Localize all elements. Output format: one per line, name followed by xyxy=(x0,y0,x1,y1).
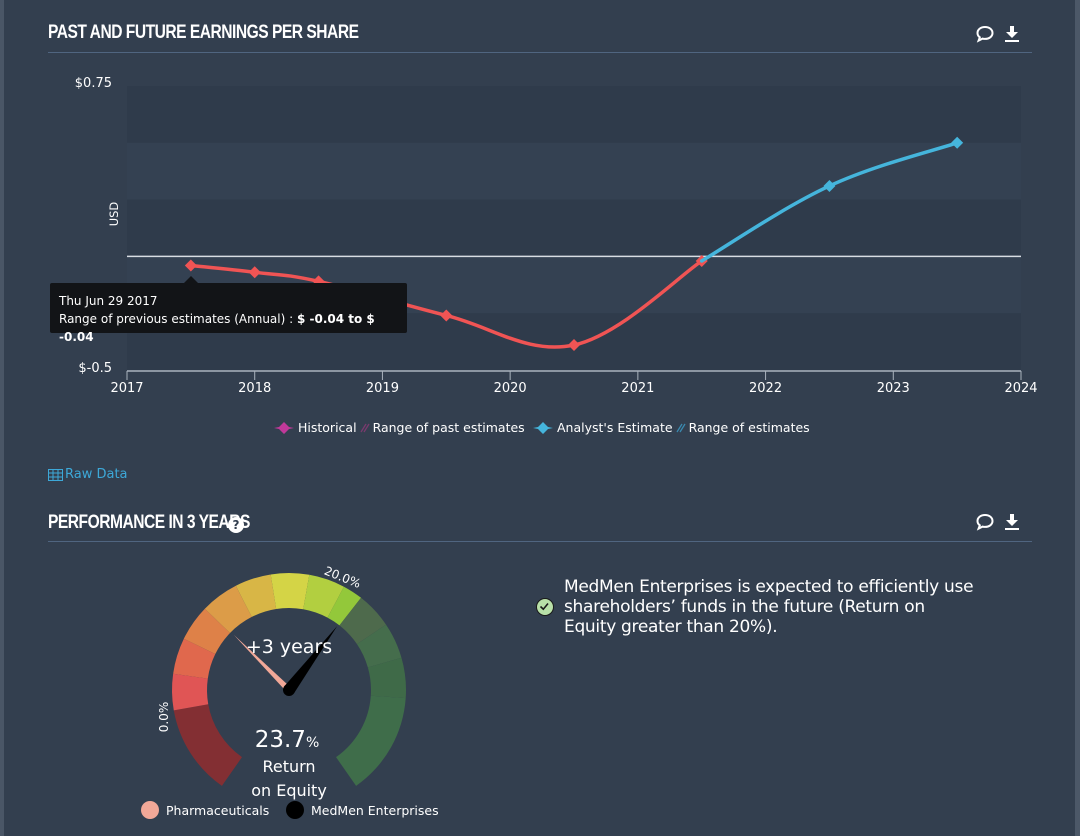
legend-range-past[interactable]: Range of past estimates xyxy=(372,420,525,435)
grid-band xyxy=(127,142,1021,200)
grid-band xyxy=(127,86,1021,143)
y-tick-label-top: $0.75 xyxy=(75,76,112,91)
gauge-segment xyxy=(303,574,344,618)
raw-data-label: Raw Data xyxy=(65,467,128,482)
past-range-hatch-icon xyxy=(360,423,370,433)
tooltip-caret xyxy=(184,276,198,283)
gauge-segment xyxy=(336,695,406,786)
gauge-segment xyxy=(183,608,231,655)
analyst-legend-icon xyxy=(533,421,553,434)
performance-section-title: PERFORMANCE IN 3 YEARS xyxy=(48,512,250,533)
tooltip-date: Thu Jun 29 2017 xyxy=(59,294,158,308)
raw-data-link[interactable]: Raw Data xyxy=(48,467,128,482)
gauge-metric-line2: on Equity xyxy=(251,781,327,800)
help-icon[interactable]: ? xyxy=(228,517,244,533)
tooltip-range: Range of previous estimates (Annual) : $… xyxy=(59,310,398,346)
gauge-tick-low: 0.0% xyxy=(157,702,171,733)
grid-band xyxy=(127,199,1021,257)
eps-section-title: PAST AND FUTURE EARNINGS PER SHARE xyxy=(48,22,359,43)
legend-range-estimates[interactable]: Range of estimates xyxy=(688,420,810,435)
check-icon xyxy=(536,598,554,616)
eps-chart: $0.75 $-0.5 USD 2017 2018 2019 2020 2021 2022 202… xyxy=(75,76,1038,396)
download-icon[interactable] xyxy=(1002,24,1022,44)
gauge-value-number: 23.7 xyxy=(255,727,306,753)
y-tick-label-bottom: $-0.5 xyxy=(78,361,112,376)
legend-future: Analyst's Estimate Range of estimates xyxy=(533,420,810,435)
company-needle xyxy=(284,626,338,694)
gauge-segment xyxy=(172,673,209,711)
industry-needle xyxy=(233,634,292,693)
series-analyst-estimate xyxy=(699,136,964,263)
y-axis-label: USD xyxy=(107,202,121,227)
gauge-value: 23.7% xyxy=(255,727,320,753)
tooltip-value: $ -0.04 to $ -0.04 xyxy=(59,312,375,344)
tooltip-label: Range of previous estimates (Annual) : xyxy=(59,312,294,326)
comment-icon[interactable] xyxy=(975,24,995,44)
data-point xyxy=(440,309,453,322)
gauge-segment xyxy=(270,573,310,610)
gauge-center-label: +3 years xyxy=(246,636,332,658)
gauge-segment xyxy=(173,638,216,679)
download-icon[interactable] xyxy=(1002,512,1022,532)
legend-analyst-estimate[interactable]: Analyst's Estimate xyxy=(557,420,673,435)
performance-section-divider xyxy=(48,541,1032,542)
data-point xyxy=(184,259,197,272)
x-tick-label: 2017 xyxy=(110,381,143,396)
left-edge xyxy=(0,0,4,836)
legend-historical[interactable]: Historical xyxy=(298,420,357,435)
x-tick-label: 2018 xyxy=(238,381,271,396)
x-tick-label: 2019 xyxy=(366,381,399,396)
data-point xyxy=(823,179,836,192)
gauge-segment xyxy=(235,574,277,617)
gauge-segment xyxy=(173,704,242,786)
industry-dot-icon xyxy=(141,801,159,819)
legend-past: Historical Range of past estimates xyxy=(274,420,525,435)
legend-medmen: MedMen Enterprises xyxy=(311,802,439,818)
comment-icon[interactable] xyxy=(975,512,995,532)
data-point xyxy=(568,339,580,352)
gauge-segment xyxy=(339,597,386,645)
gauge-legend-company: MedMen Enterprises xyxy=(286,801,439,819)
gauge-metric-line1: Return xyxy=(262,757,315,776)
data-point xyxy=(248,266,261,279)
eps-section-divider xyxy=(48,52,1032,53)
data-point xyxy=(951,136,964,149)
x-tick-label: 2020 xyxy=(494,381,527,396)
chart-tooltip: Thu Jun 29 2017 Range of previous estima… xyxy=(50,283,407,344)
gauge-value-unit: % xyxy=(306,735,319,751)
historical-legend-icon xyxy=(274,421,294,434)
x-tick-label: 2023 xyxy=(877,381,910,396)
x-tick-label: 2024 xyxy=(1004,381,1037,396)
scrollbar[interactable] xyxy=(1075,0,1080,836)
gauge-segment xyxy=(204,585,252,634)
legend-pharmaceuticals: Pharmaceuticals xyxy=(166,802,270,818)
gauge-segment xyxy=(327,586,362,626)
range-hatch-icon xyxy=(676,423,686,433)
gauge-segment xyxy=(367,657,406,699)
x-tick-label: 2022 xyxy=(749,381,782,396)
roe-insight: MedMen Enterprises is expected to effici… xyxy=(536,577,976,637)
insight-text: MedMen Enterprises is expected to effici… xyxy=(564,577,974,637)
needle-hub xyxy=(283,684,295,696)
x-tick-label: 2021 xyxy=(621,381,654,396)
table-icon xyxy=(48,468,63,481)
gauge-legend-industry: Pharmaceuticals xyxy=(141,801,269,819)
gauge-segment xyxy=(356,624,402,668)
company-dot-icon xyxy=(286,801,304,819)
